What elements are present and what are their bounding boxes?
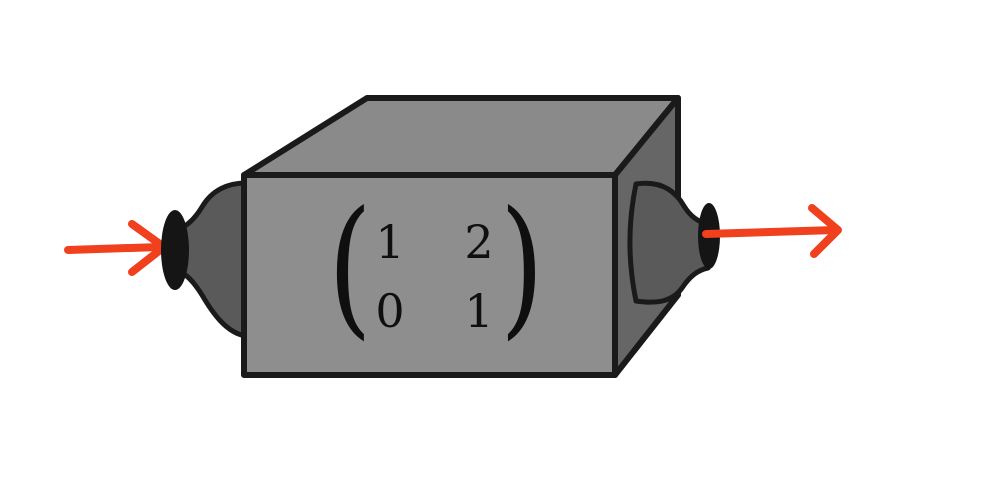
output-nozzle (627, 180, 720, 305)
matrix-left-bracket: ( (328, 180, 372, 354)
matrix-entry-r2c1: 0 (375, 284, 404, 338)
matrix-entry-r1c1: 1 (375, 215, 404, 269)
input-arrow-icon (64, 220, 168, 276)
input-nozzle (161, 180, 249, 339)
matrix-entry-r2c2: 1 (464, 284, 493, 338)
matrix-entry-r1c2: 2 (464, 215, 493, 269)
box-top-face (241, 95, 681, 178)
output-arrow-icon (702, 204, 842, 258)
matrix-right-bracket: ) (500, 180, 544, 354)
box-front-face (241, 172, 618, 378)
